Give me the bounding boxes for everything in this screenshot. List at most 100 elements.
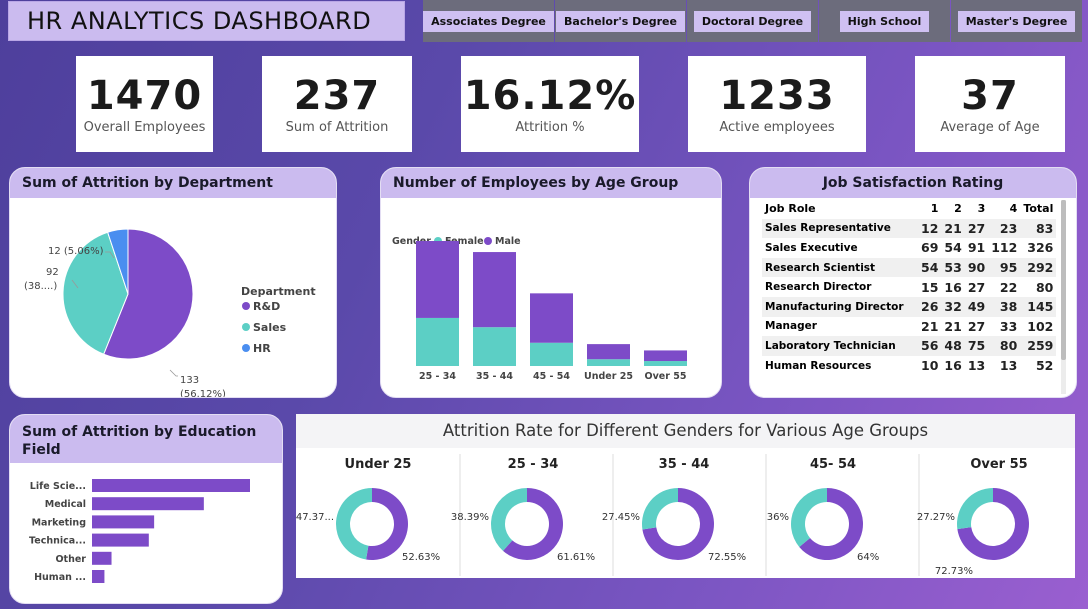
slicer-option[interactable]: Doctoral Degree: [693, 10, 812, 32]
donut-female-slice[interactable]: [491, 488, 527, 551]
donut-male-slice[interactable]: [503, 488, 563, 560]
education-bar-chart: Life Scie... Medical Marketing Technica... O…: [29, 479, 250, 583]
legend-title: Department: [241, 285, 316, 298]
bar-male[interactable]: [416, 241, 459, 318]
bar-female[interactable]: [416, 317, 459, 366]
table-row: Manufacturing Director 26 32 49 38 145: [762, 296, 1057, 317]
legend-female: Female: [445, 236, 484, 247]
bar-female[interactable]: [644, 361, 687, 366]
y-tick-label: Marketing: [32, 517, 86, 528]
donut-female-slice[interactable]: [791, 488, 827, 547]
donut-title: Over 55: [970, 457, 1027, 472]
table-cell: 259: [1020, 336, 1057, 356]
scrollbar-thumb[interactable]: [1061, 200, 1066, 360]
bars: Life Scie... Medical Marketing Technica... O…: [29, 479, 250, 583]
table-cell: 52: [1035, 358, 1054, 374]
table-cell: 22: [999, 279, 1018, 295]
donut-male-slice[interactable]: [642, 488, 714, 560]
job-satisfaction-table: Job Role 1 2 3 4 Total Sales Representative 12 2…: [762, 199, 1057, 375]
row-label: Human Resources: [765, 359, 872, 372]
row-label: Sales Representative: [762, 218, 918, 239]
table-cell: 80: [1035, 279, 1054, 295]
y-tick-label: Technica...: [29, 536, 86, 547]
column-header[interactable]: 1: [930, 202, 939, 216]
column-header[interactable]: 4: [1009, 202, 1018, 216]
donut-male-label: 52.63%: [402, 552, 440, 563]
data-label-hr: 12 (5.06%): [48, 246, 104, 257]
bar-female[interactable]: [530, 342, 573, 366]
card-title-line2: Field: [22, 442, 61, 458]
gender-age-attrition-card: Attrition Rate for Different Genders for…: [296, 414, 1075, 578]
bar[interactable]: [92, 479, 250, 492]
table-cell: 27: [967, 318, 986, 334]
bar-male[interactable]: [644, 350, 687, 362]
table-cell: 90: [964, 257, 989, 278]
donut-female-slice[interactable]: [336, 488, 372, 560]
bar-male[interactable]: [587, 344, 630, 360]
slicer-option[interactable]: Associates Degree: [423, 10, 554, 32]
y-tick-label: Human ...: [34, 572, 86, 583]
slicer-option[interactable]: Bachelor's Degree: [556, 10, 685, 32]
donut-female-slice[interactable]: [956, 488, 993, 530]
donut-2: 35 - 44 27.45% 72.55%: [602, 454, 746, 576]
table-cell: 33: [999, 318, 1018, 334]
bar[interactable]: [92, 497, 204, 511]
donut-female-label: 38.39%: [451, 512, 489, 523]
table-cell: 53: [941, 257, 965, 278]
row-label: Manufacturing Director: [762, 296, 918, 317]
slicer-cell: Bachelor's Degree: [555, 0, 686, 42]
donut-title: 25 - 34: [508, 457, 559, 472]
table-cell: 12: [918, 218, 942, 239]
bar-female[interactable]: [587, 359, 630, 366]
card-title-line1: Sum of Attrition by Education: [22, 424, 257, 440]
legend-marker: [242, 344, 250, 352]
bar-male[interactable]: [473, 252, 516, 328]
donut-female-slice[interactable]: [642, 488, 678, 530]
table-cell: 13: [999, 358, 1018, 374]
donut-male-slice[interactable]: [799, 488, 863, 560]
department-pie-chart: 12 (5.06%) 92 (38....) 133 (56.12%) Depa…: [24, 228, 316, 398]
pie-slice-hr[interactable]: [107, 228, 129, 295]
kpi-value: 237: [293, 72, 381, 119]
table-cell: 102: [1027, 318, 1054, 334]
table-cell: 49: [964, 296, 989, 317]
table-cell: 16: [944, 358, 962, 374]
kpi-label: Sum of Attrition: [285, 119, 389, 135]
slicer-cell: Master's Degree: [951, 0, 1082, 42]
slicer-option[interactable]: High School: [839, 10, 930, 32]
bar-female[interactable]: [473, 327, 516, 366]
pie-slice-rd[interactable]: [102, 228, 194, 360]
department-legend: R&D Sales HR: [242, 300, 287, 355]
column-header[interactable]: 2: [954, 202, 962, 216]
table-row: Research Director 15 16 27 22 80: [762, 277, 1056, 297]
row-label: Research Director: [765, 281, 872, 294]
table-cell: 80: [988, 336, 1021, 356]
donut-0: Under 25 47.37... 52.63%: [296, 457, 440, 563]
bar[interactable]: [92, 551, 112, 565]
donut-male-slice[interactable]: [366, 488, 408, 560]
legend-male: Male: [495, 236, 521, 247]
column-header-job-role[interactable]: Job Role: [765, 202, 816, 216]
column-header[interactable]: Total: [1023, 202, 1054, 216]
column-header[interactable]: 3: [977, 202, 986, 216]
bar-male[interactable]: [530, 293, 573, 343]
table-cell: 69: [921, 240, 939, 256]
slicer-option[interactable]: Master's Degree: [957, 10, 1076, 32]
kpi-value: 16.12%: [463, 72, 637, 119]
table-cell: 16: [944, 279, 962, 295]
table-scrollbar[interactable]: [1061, 200, 1066, 394]
bar[interactable]: [92, 533, 149, 547]
donut-charts: Under 25 47.37... 52.63% 25 - 34 38.39% 61.61…: [296, 454, 1029, 577]
legend-item: HR: [253, 342, 271, 355]
table-cell: 27: [964, 218, 989, 239]
table-cell: 292: [1020, 257, 1057, 278]
bar[interactable]: [92, 515, 155, 529]
pie-slice-sales[interactable]: [62, 231, 129, 355]
donut-title: Under 25: [345, 457, 412, 472]
data-label-rd-pct: (56.12%): [180, 389, 226, 398]
y-tick-label: Life Scie...: [30, 481, 86, 492]
donut-male-slice[interactable]: [957, 488, 1029, 560]
table-cell: 326: [1027, 240, 1054, 256]
donut-4: Over 55 27.27% 72.73%: [917, 454, 1029, 577]
bar[interactable]: [92, 570, 105, 583]
